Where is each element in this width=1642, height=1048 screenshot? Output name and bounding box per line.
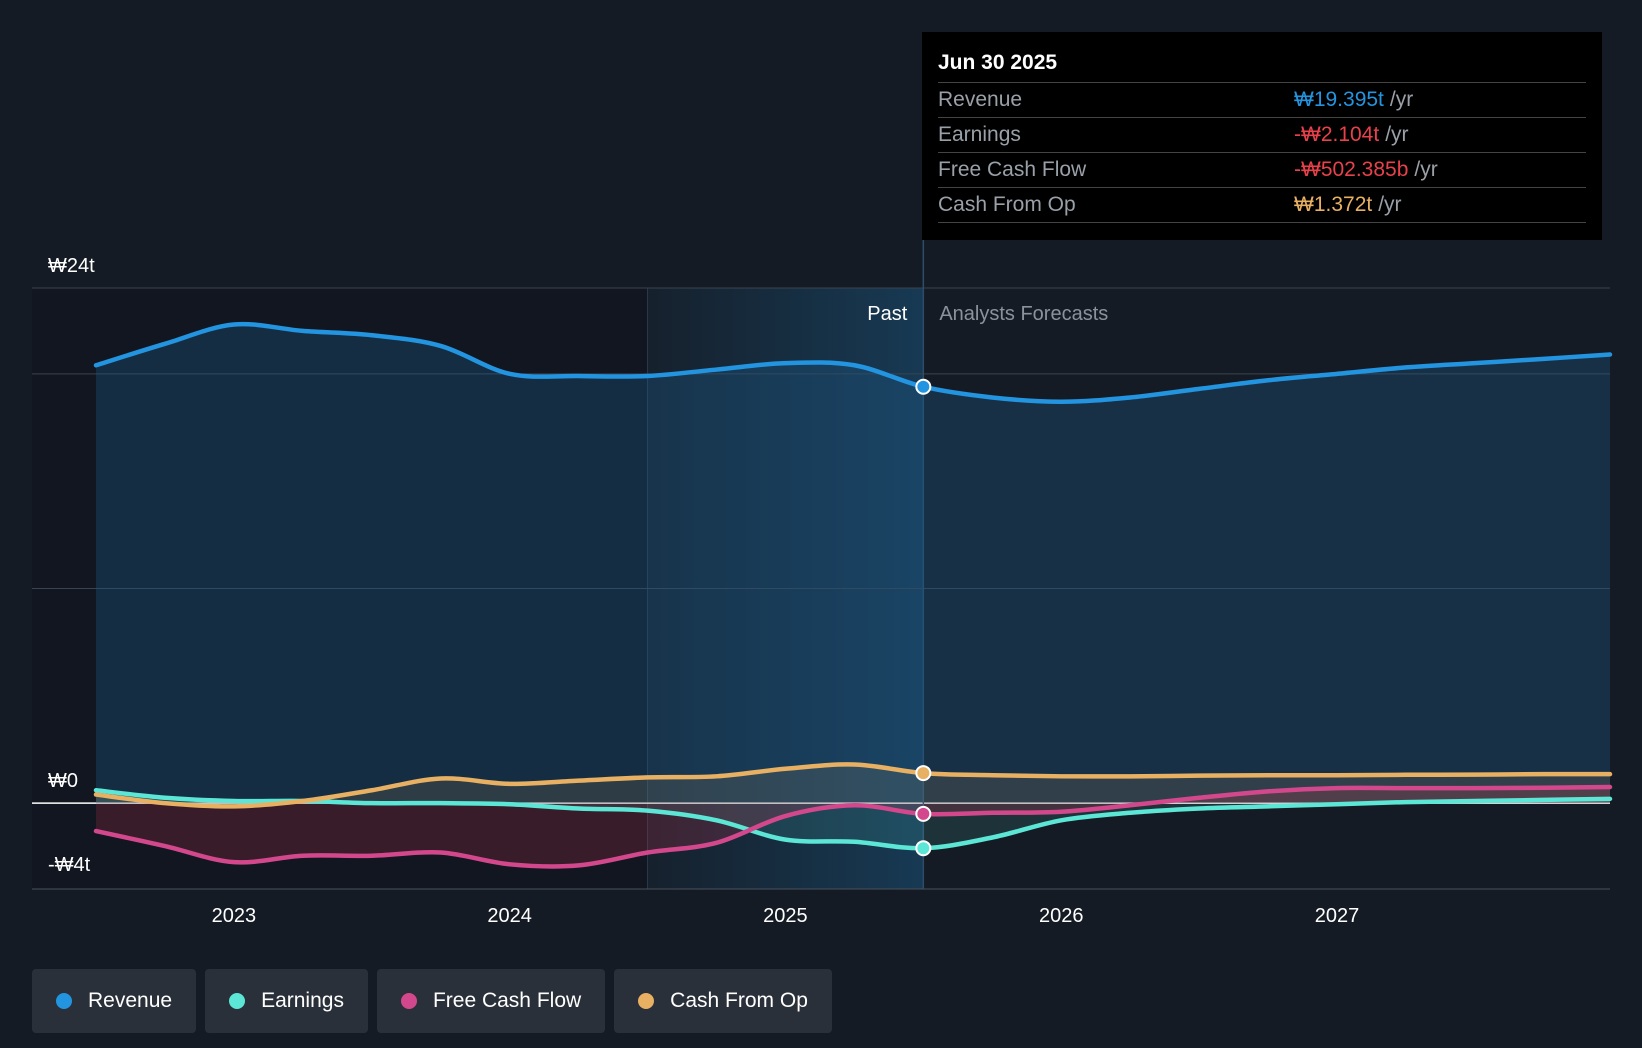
revenue-dot-icon [56, 993, 72, 1009]
tooltip-unit: /yr [1378, 193, 1402, 216]
past-region-label: Past [867, 303, 907, 325]
tooltip-label: Earnings [938, 123, 1021, 146]
legend: Revenue Earnings Free Cash Flow Cash Fro… [32, 969, 832, 1033]
x-tick-label: 2026 [1039, 905, 1084, 927]
tooltip-row-revenue: Revenue ₩19.395t /yr [938, 83, 1586, 118]
tooltip-value: -₩502.385b [1294, 158, 1409, 181]
legend-item-earnings[interactable]: Earnings [205, 969, 368, 1033]
revenue-line [93, 321, 1613, 405]
tooltip-row-cash-from-op: Cash From Op ₩1.372t /yr [938, 188, 1586, 223]
y-axis-label-zero: ₩0 [48, 770, 78, 792]
earnings-area [96, 790, 1610, 849]
tooltip-unit: /yr [1389, 88, 1414, 111]
fcf-area [96, 787, 1610, 867]
fcf-marker [915, 805, 932, 822]
cfo-marker [915, 765, 932, 782]
tooltip-value: ₩1.372t [1294, 193, 1373, 216]
legend-label: Cash From Op [670, 989, 808, 1012]
legend-label: Free Cash Flow [432, 989, 582, 1012]
tooltip-label: Cash From Op [938, 193, 1076, 216]
forecast-region-label: Analysts Forecasts [939, 303, 1108, 325]
legend-label: Revenue [88, 989, 173, 1012]
x-tick-label: 2023 [212, 905, 257, 927]
tooltip-label: Revenue [938, 88, 1023, 111]
legend-item-cash-from-op[interactable]: Cash From Op [614, 969, 832, 1033]
legend-label: Earnings [261, 989, 344, 1012]
tooltip-value: -₩2.104t [1294, 123, 1380, 146]
tooltip-date: Jun 30 2025 [938, 48, 1586, 83]
legend-item-revenue[interactable]: Revenue [32, 969, 197, 1033]
revenue-area [96, 324, 1610, 804]
x-tick-label: 2024 [487, 905, 532, 927]
tooltip-unit: /yr [1414, 158, 1438, 181]
free-cash-flow-dot-icon [400, 993, 417, 1009]
tooltip-row-free-cash-flow: Free Cash Flow -₩502.385b /yr [938, 153, 1586, 188]
tooltip-row-earnings: Earnings -₩2.104t /yr [938, 118, 1586, 153]
fcf-line [93, 784, 1613, 869]
legend-item-free-cash-flow[interactable]: Free Cash Flow [376, 969, 606, 1033]
cash-from-op-dot-icon [638, 993, 655, 1009]
earnings-marker [915, 840, 932, 857]
tooltip-value: ₩19.395t [1294, 88, 1384, 111]
tooltip-label: Free Cash Flow [938, 158, 1087, 181]
earnings-line [93, 788, 1613, 851]
tooltip-unit: /yr [1385, 123, 1409, 146]
x-tick-label: 2027 [1315, 905, 1360, 927]
earnings-dot-icon [229, 993, 246, 1009]
x-tick-label: 2025 [763, 905, 808, 927]
y-axis-label-top: ₩24t [48, 255, 95, 277]
tooltip-panel: Jun 30 2025 Revenue ₩19.395t /yr Earning… [922, 32, 1602, 240]
y-axis-label-bottom: -₩4t [48, 854, 91, 876]
cfo-line [93, 762, 1613, 809]
revenue-marker [915, 378, 932, 395]
